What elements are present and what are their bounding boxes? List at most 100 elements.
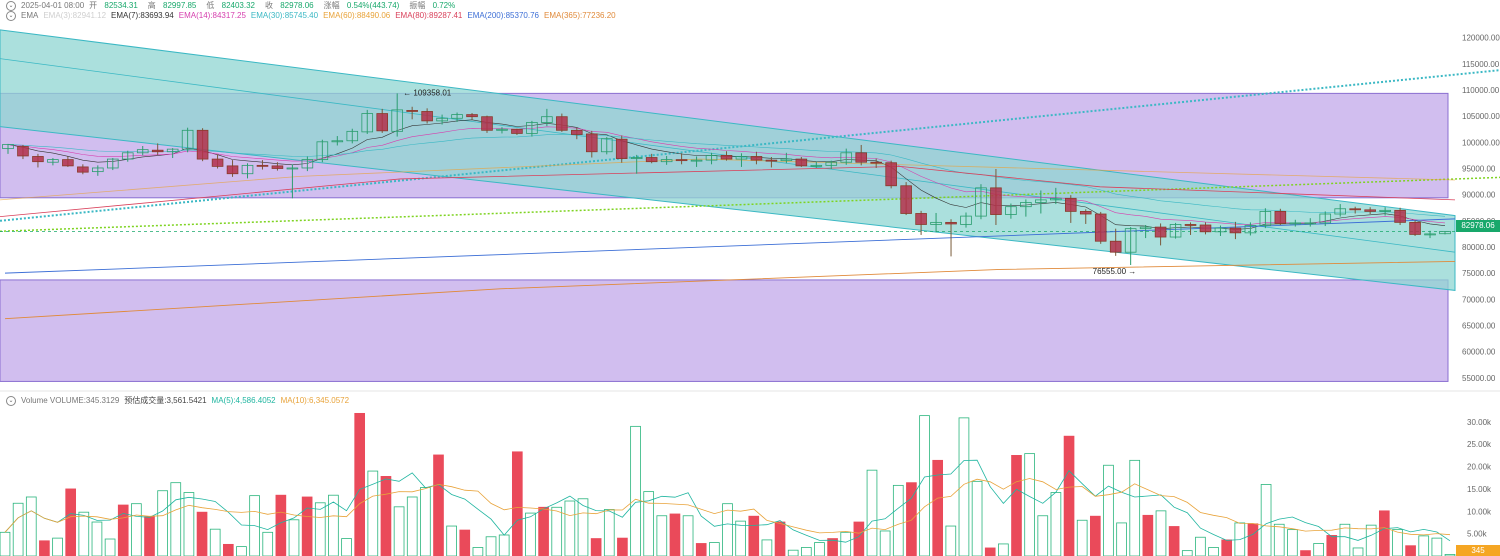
volume-bar[interactable] (511, 451, 523, 556)
candle-body[interactable] (765, 159, 778, 162)
volume-bar[interactable] (564, 500, 576, 556)
volume-bar[interactable] (1300, 550, 1311, 556)
candle-body[interactable] (17, 146, 29, 157)
candle-body[interactable] (1199, 224, 1212, 233)
candle-body[interactable] (630, 157, 643, 159)
candle-body[interactable] (1094, 213, 1107, 242)
candle-body[interactable] (1364, 209, 1376, 212)
volume-bar[interactable] (91, 521, 103, 556)
collapse-chevron-icon[interactable]: ⌄ (6, 396, 16, 406)
volume-bar[interactable] (1129, 459, 1141, 556)
volume-bar[interactable] (866, 469, 878, 556)
volume-bar[interactable] (288, 519, 300, 556)
volume-bar[interactable] (1076, 519, 1088, 556)
volume-bar[interactable] (328, 494, 339, 556)
candle-body[interactable] (1020, 202, 1032, 208)
candle-body[interactable] (2, 144, 14, 150)
volume-bar[interactable] (78, 511, 90, 556)
candle-body[interactable] (151, 149, 164, 153)
volume-bar[interactable] (420, 487, 431, 556)
volume-bar[interactable] (787, 549, 799, 556)
volume-bar[interactable] (498, 534, 510, 556)
volume-bar[interactable] (1103, 464, 1114, 556)
volume-bar[interactable] (262, 531, 274, 556)
candle-body[interactable] (1394, 209, 1406, 223)
candle-body[interactable] (62, 159, 74, 167)
volume-bar[interactable] (735, 520, 746, 556)
candle-body[interactable] (376, 113, 389, 132)
volume-bar[interactable] (341, 538, 352, 556)
candle-body[interactable] (241, 164, 254, 175)
volume-bar[interactable] (590, 538, 602, 556)
candle-body[interactable] (526, 122, 538, 134)
volume-bar[interactable] (603, 509, 615, 556)
candle-body[interactable] (900, 185, 912, 214)
volume-bar[interactable] (131, 503, 142, 556)
candle-body[interactable] (675, 159, 688, 162)
volume-bar[interactable] (380, 476, 392, 556)
candle-body[interactable] (47, 159, 59, 163)
volume-bar[interactable] (774, 521, 786, 556)
volume-bar[interactable] (906, 482, 917, 556)
volume-bar[interactable] (406, 496, 418, 556)
volume-bar[interactable] (12, 502, 24, 556)
volume-bar[interactable] (1037, 515, 1049, 556)
candle-body[interactable] (256, 164, 269, 167)
candle-body[interactable] (945, 221, 957, 225)
candle-body[interactable] (1050, 197, 1062, 201)
candle-body[interactable] (32, 156, 44, 163)
volume-bar[interactable] (814, 542, 825, 556)
candle-body[interactable] (106, 158, 119, 169)
volume-bar[interactable] (1247, 523, 1259, 556)
candle-body[interactable] (1184, 224, 1197, 226)
volume-bar[interactable] (1287, 529, 1298, 556)
candle-body[interactable] (1214, 227, 1227, 233)
volume-bar[interactable] (1431, 537, 1443, 556)
volume-bar[interactable] (1273, 523, 1285, 556)
volume-bar[interactable] (748, 515, 760, 556)
candle-body[interactable] (436, 117, 448, 122)
volume-bar[interactable] (1155, 510, 1167, 556)
collapse-chevron-icon[interactable]: ⌄ (6, 11, 16, 21)
volume-bar[interactable] (617, 537, 628, 556)
volume-bar[interactable] (525, 512, 536, 556)
candle-body[interactable] (975, 187, 987, 217)
volume-bar[interactable] (984, 547, 996, 556)
candle-body[interactable] (750, 156, 763, 161)
volume-bar[interactable] (800, 547, 812, 556)
volume-bar[interactable] (1365, 524, 1377, 556)
candle-body[interactable] (1005, 206, 1017, 215)
candle-body[interactable] (690, 159, 703, 162)
volume-bar[interactable] (919, 415, 930, 556)
candle-body[interactable] (1289, 222, 1302, 225)
volume-bar[interactable] (722, 503, 733, 556)
volume-bar[interactable] (551, 506, 563, 556)
volume-bar[interactable] (892, 484, 904, 556)
volume-bar[interactable] (1313, 543, 1324, 556)
volume-bar[interactable] (1352, 547, 1364, 556)
volume-bar[interactable] (367, 470, 379, 556)
candle-body[interactable] (855, 152, 868, 163)
candle-body[interactable] (780, 158, 793, 162)
candle-body[interactable] (1334, 208, 1347, 215)
candle-body[interactable] (166, 148, 179, 153)
volume-bar[interactable] (1168, 526, 1180, 556)
candle-body[interactable] (1229, 227, 1242, 234)
candle-body[interactable] (481, 116, 493, 131)
volume-bar[interactable] (117, 504, 129, 556)
volume-bar[interactable] (853, 521, 865, 556)
volume-bar[interactable] (446, 525, 457, 556)
candle-body[interactable] (1079, 210, 1092, 215)
volume-bar[interactable] (656, 515, 668, 556)
candle-body[interactable] (301, 159, 314, 169)
volume-bar[interactable] (1221, 539, 1233, 556)
volume-bar[interactable] (236, 546, 247, 556)
volume-bar[interactable] (393, 506, 405, 556)
candle-body[interactable] (1109, 240, 1122, 253)
volume-bar[interactable] (196, 511, 208, 556)
candle-body[interactable] (421, 111, 433, 122)
candle-body[interactable] (331, 140, 344, 143)
candle-body[interactable] (990, 187, 1002, 215)
candle-body[interactable] (1304, 222, 1317, 225)
candle-body[interactable] (1139, 226, 1152, 230)
